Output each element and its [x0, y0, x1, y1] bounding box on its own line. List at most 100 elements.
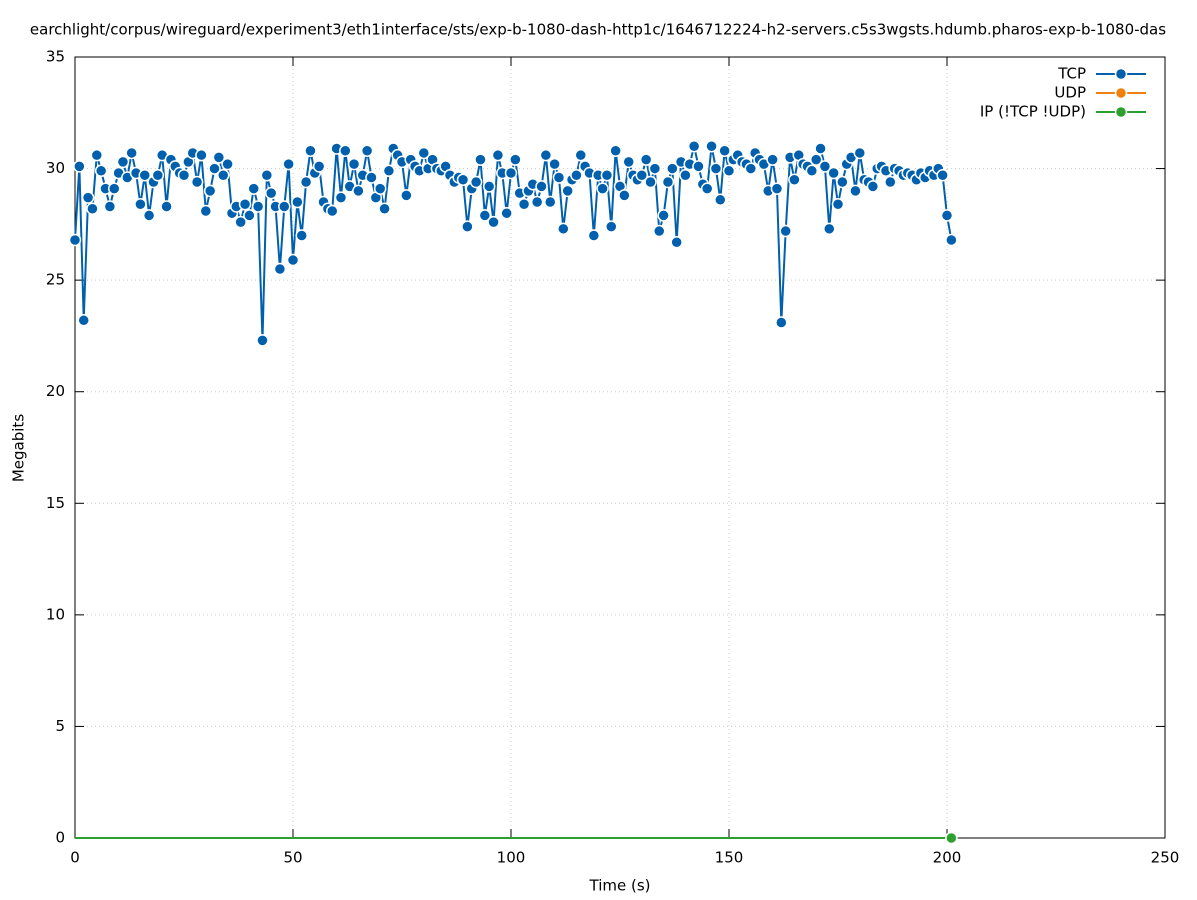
data-point: [574, 148, 588, 162]
data-point: [190, 175, 204, 189]
data-point: [103, 200, 117, 213]
data-point: [295, 229, 308, 242]
data-point: [116, 155, 130, 169]
data-point: [509, 153, 522, 166]
data-point: [639, 153, 653, 166]
data-point: [212, 151, 226, 164]
y-tick-label: 10: [46, 605, 65, 623]
legend-label: IP (!TCP !UDP): [980, 103, 1086, 121]
data-point: [86, 202, 99, 215]
data-point: [700, 182, 714, 195]
data-point: [945, 831, 958, 845]
data-point: [788, 173, 801, 186]
data-point: [744, 162, 758, 175]
data-point: [557, 222, 570, 236]
data-point: [382, 164, 396, 178]
data-point: [718, 144, 731, 157]
data-point: [945, 233, 958, 247]
data-point: [618, 189, 631, 202]
data-point: [596, 182, 609, 195]
data-point: [605, 220, 618, 233]
data-point: [417, 146, 431, 160]
data-point: [247, 182, 261, 195]
data-point: [666, 162, 679, 175]
data-point: [339, 144, 352, 157]
data-point: [199, 204, 213, 218]
data-point: [884, 175, 897, 189]
y-tick-label: 20: [46, 382, 65, 400]
data-point: [474, 153, 487, 166]
data-point: [818, 160, 832, 173]
data-point: [469, 175, 483, 189]
data-point: [256, 334, 269, 347]
data-point: [504, 166, 518, 180]
x-axis-label: Time (s): [589, 877, 651, 895]
data-point: [352, 184, 365, 198]
data-point: [635, 169, 649, 182]
data-point: [299, 175, 313, 189]
y-tick-label: 5: [55, 717, 65, 735]
y-axis-label: Megabits: [10, 414, 28, 482]
data-point: [670, 235, 683, 249]
legend-label: UDP: [1054, 84, 1086, 102]
data-point: [692, 160, 705, 173]
data-point: [151, 169, 165, 182]
x-tick-label: 150: [715, 849, 744, 867]
data-point: [823, 222, 836, 236]
data-point: [827, 166, 840, 180]
data-point: [260, 169, 274, 182]
data-point: [125, 146, 138, 160]
data-point: [552, 171, 566, 184]
x-tick-label: 50: [283, 849, 302, 867]
data-point: [661, 175, 675, 189]
data-point: [570, 169, 583, 182]
data-point: [243, 209, 256, 222]
data-point: [456, 173, 470, 186]
y-tick-label: 25: [46, 271, 65, 289]
data-point: [831, 198, 845, 211]
data-point: [282, 157, 295, 171]
data-point: [530, 195, 544, 209]
data-point: [365, 171, 378, 184]
data-point: [940, 209, 954, 222]
data-point: [657, 209, 670, 222]
data-point: [936, 169, 949, 182]
data-point: [160, 200, 173, 213]
y-tick-label: 30: [46, 159, 65, 177]
data-point: [373, 182, 387, 195]
data-point: [325, 204, 339, 218]
data-point: [609, 144, 622, 157]
legend-marker: [1114, 105, 1128, 119]
data-point: [360, 144, 374, 157]
data-point: [722, 164, 736, 178]
data-point: [687, 140, 701, 153]
y-tick-label: 0: [55, 829, 65, 847]
data-point: [138, 169, 152, 182]
data-point: [234, 215, 247, 229]
data-point: [312, 160, 326, 173]
data-point: [221, 157, 234, 171]
data-point: [809, 153, 823, 166]
data-point: [770, 182, 784, 195]
data-point: [487, 215, 500, 229]
data-point: [587, 229, 601, 242]
data-point: [347, 157, 361, 171]
data-point: [461, 220, 474, 233]
data-point: [600, 169, 614, 182]
data-point: [378, 202, 391, 215]
legend-marker: [1114, 67, 1128, 81]
data-point: [142, 209, 156, 222]
data-point: [208, 162, 221, 175]
data-point: [652, 224, 666, 238]
data-point: [177, 169, 191, 182]
data-point: [291, 195, 304, 209]
data-point: [561, 184, 574, 198]
data-point: [517, 198, 531, 211]
data-point: [714, 193, 727, 207]
data-point: [548, 157, 561, 171]
data-point: [73, 160, 86, 173]
data-point: [334, 191, 348, 204]
data-point: [766, 153, 779, 166]
data-point: [400, 189, 413, 202]
